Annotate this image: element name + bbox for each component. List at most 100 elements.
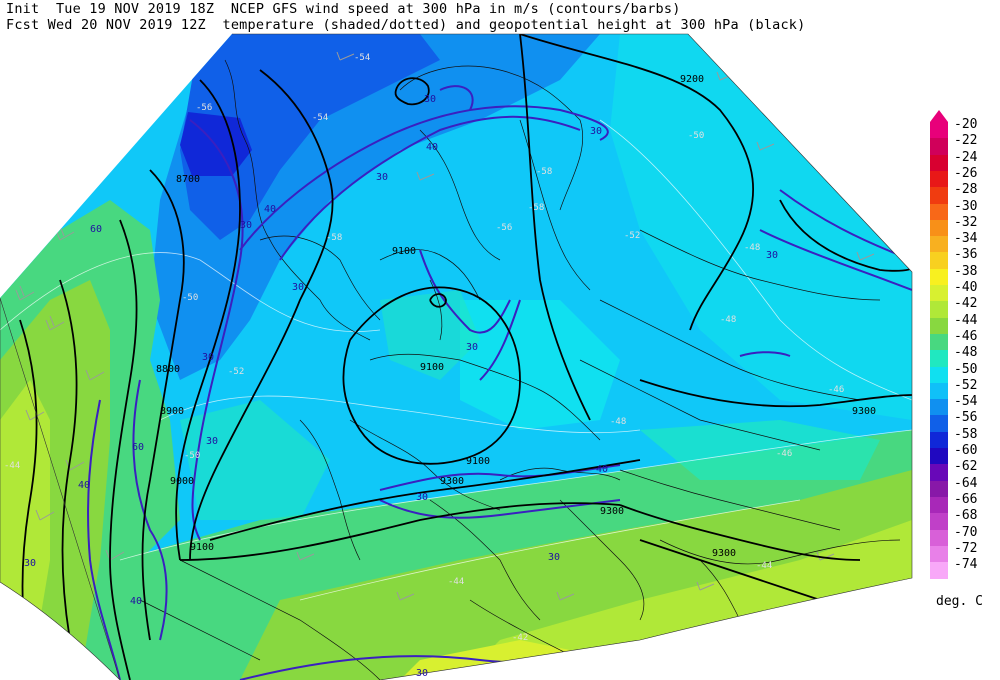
- height-label: 9000: [170, 476, 194, 487]
- height-label: 9100: [466, 456, 490, 467]
- temp-label: -50: [688, 131, 704, 141]
- temp-label: -48: [610, 417, 626, 427]
- temp-label: -42: [512, 633, 528, 643]
- legend-swatch: [930, 268, 948, 286]
- geopotential-height-contours: [19, 34, 912, 680]
- temperature-legend: -20 -22 -24 -26 -28 -30 -32 -34 -36 -38 -40 -42 -44-…: [930, 110, 1000, 580]
- temp-label: -52: [624, 231, 640, 241]
- temp-label: -50: [184, 451, 200, 461]
- legend-swatch: [930, 219, 948, 237]
- legend-label: -70: [954, 524, 978, 540]
- wind-barbs: [15, 51, 875, 601]
- height-label: 8800: [156, 364, 180, 375]
- temp-label: -54: [354, 53, 370, 63]
- legend-swatch: [930, 122, 948, 139]
- legend-swatch: [930, 187, 948, 205]
- legend-swatch: [930, 513, 948, 531]
- wind-label: 40: [426, 142, 438, 153]
- wind-label: 40: [130, 596, 142, 607]
- wind-label: 30: [416, 492, 428, 503]
- legend-swatch: [930, 317, 948, 335]
- legend-swatch: [930, 431, 948, 449]
- legend-label: -20: [954, 117, 978, 132]
- header-title-line-2: Fcst Wed 20 NOV 2019 12Z temperature (sh…: [6, 17, 806, 33]
- height-label: 9300: [440, 476, 464, 487]
- temp-label: -44: [756, 561, 772, 571]
- wind-label: 40: [78, 480, 90, 491]
- legend-label: -48: [954, 345, 978, 361]
- temp-label: -58: [536, 167, 552, 177]
- legend-label: -56: [954, 410, 978, 426]
- legend-label: -26: [954, 165, 978, 181]
- legend-label: -28: [954, 182, 978, 198]
- legend-swatch: [930, 529, 948, 547]
- wind-label: 60: [132, 442, 144, 453]
- legend-swatch: [930, 350, 948, 368]
- legend-label: -34: [954, 231, 978, 247]
- wind-label: 30: [466, 342, 478, 353]
- height-label: 9300: [600, 506, 624, 517]
- legend-swatch: [930, 415, 948, 433]
- legend-label: -38: [954, 263, 978, 279]
- legend-label: -64: [954, 475, 978, 491]
- legend-label: -40: [954, 280, 978, 295]
- legend-label: -42: [954, 296, 978, 312]
- legend-label: -46: [954, 328, 978, 344]
- legend-label: -74: [954, 557, 978, 573]
- legend-label: -36: [954, 247, 978, 263]
- wind-label: 30: [292, 282, 304, 293]
- height-label: 9100: [392, 246, 416, 257]
- legend-swatch: [930, 285, 948, 302]
- temperature-isotherms: [0, 119, 912, 601]
- wind-label: 30: [376, 172, 388, 183]
- legend-label: -52: [954, 377, 978, 393]
- height-label: 8900: [160, 406, 184, 417]
- temp-label: -46: [776, 449, 792, 459]
- legend-units: deg. C: [936, 594, 983, 609]
- temp-label: -44: [448, 577, 464, 587]
- height-label: 9100: [420, 362, 444, 373]
- legend-label: -30: [954, 198, 978, 214]
- wind-label: 30: [24, 558, 36, 569]
- legend-label: -66: [954, 491, 978, 507]
- legend-label: -58: [954, 426, 978, 442]
- temp-label: -52: [228, 367, 244, 377]
- temperature-labels: -54 -56 -54 -58 -50 -52 -56 -58 -48 -52 …: [4, 53, 844, 643]
- legend-swatch: [930, 301, 948, 319]
- legend-label: -68: [954, 508, 978, 524]
- legend-swatch: [930, 496, 948, 514]
- temp-label: -50: [182, 293, 198, 303]
- legend-swatch: [930, 464, 948, 482]
- legend-swatch: [930, 545, 948, 563]
- temp-label: -48: [720, 315, 736, 325]
- legend-swatch: [930, 333, 948, 351]
- temp-label: -44: [4, 461, 20, 471]
- temp-label: -58: [326, 233, 342, 243]
- wind-label: 30: [416, 668, 428, 679]
- legend-label: -44: [954, 312, 978, 328]
- wind-label: 30: [548, 552, 560, 563]
- temp-label: -56: [196, 103, 212, 113]
- wind-label: 60: [90, 224, 102, 235]
- temp-label: -56: [496, 223, 512, 233]
- wind-label: 30: [202, 352, 214, 363]
- legend-arrow-icon: [930, 110, 948, 122]
- wind-label: 40: [264, 204, 276, 215]
- height-label: 9200: [680, 74, 704, 85]
- legend-swatch: [930, 562, 948, 580]
- legend-swatch: [930, 480, 948, 498]
- legend-label: -50: [954, 361, 978, 377]
- legend-label: -60: [954, 443, 978, 458]
- legend-label: -22: [954, 133, 978, 149]
- contour-labels: 9200 8700 9100 9100 8800 8900 9000 9100 …: [4, 53, 876, 679]
- temp-label: -46: [828, 385, 844, 395]
- legend-label: -24: [954, 149, 978, 165]
- wind-label: 30: [206, 436, 218, 447]
- header-title-line-1: Init Tue 19 NOV 2019 18Z NCEP GFS wind s…: [6, 1, 681, 17]
- legend-label: -32: [954, 214, 978, 230]
- legend-swatch: [930, 154, 948, 172]
- height-label: 9300: [712, 548, 736, 559]
- legend-swatch: [930, 366, 948, 384]
